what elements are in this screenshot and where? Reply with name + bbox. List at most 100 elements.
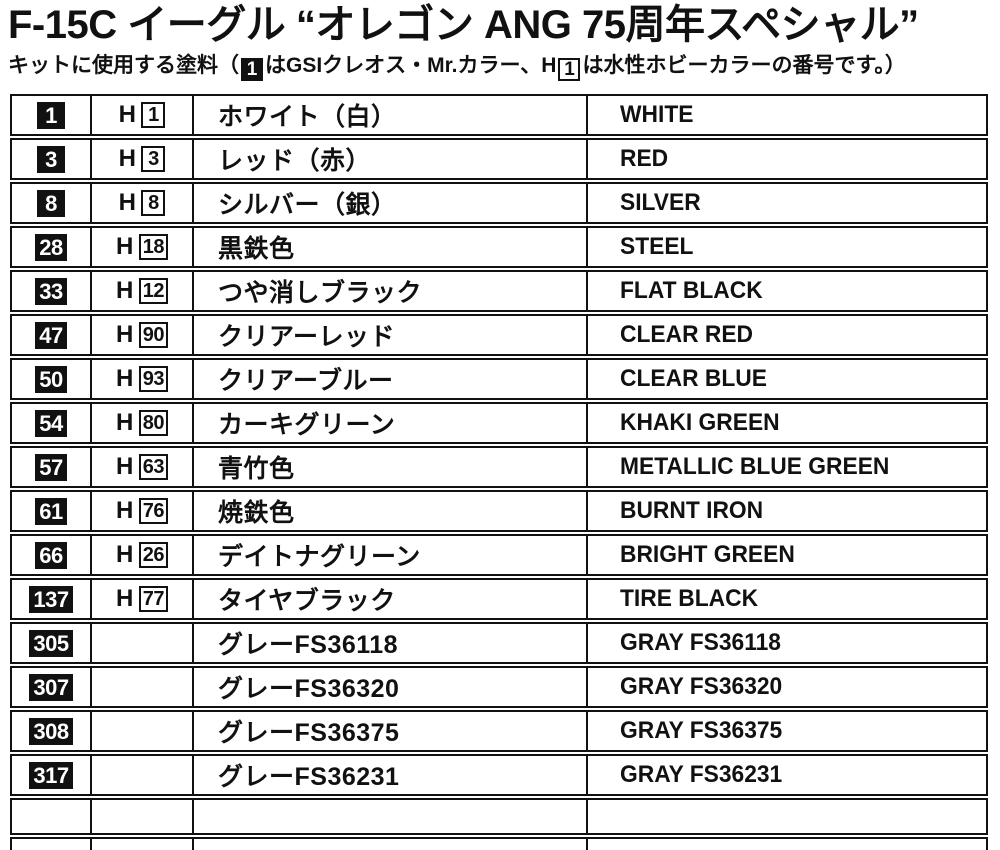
aqueous-number-cell: H 12 [90,270,192,312]
mr-color-number-badge: 3 [37,145,65,173]
mr-color-number-badge: 28 [35,233,67,261]
mr-color-number-cell: 50 [10,358,90,400]
paint-note-prefix: キットに使用する塗料（ [8,54,239,77]
color-name-english-cell: SILVER [586,182,988,224]
color-name-japanese-cell [192,798,586,835]
color-name-japanese-cell: カーキグリーン [192,402,586,444]
aqueous-number-badge: 77 [138,586,169,612]
aqueous-prefix-label: H [115,585,134,612]
color-name-english: BURNT IRON [620,497,764,524]
color-name-english: GRAY FS36320 [620,673,783,700]
aqueous-number-badge: 18 [138,234,169,260]
color-name-japanese: 焼鉄色 [218,499,295,527]
aqueous-number-cell: H 77 [90,578,192,620]
aqueous-number-badge: 93 [138,366,169,392]
color-name-japanese-cell: グレーFS36118 [192,622,586,664]
color-name-english-cell: RED [586,138,988,180]
mr-color-number-cell: 305 [10,622,90,664]
color-name-english-cell: BURNT IRON [586,490,988,532]
aqueous-number-badge: 63 [138,454,169,480]
color-name-english: WHITE [620,101,694,128]
paint-table-row: 54 H 80 カーキグリーン KHAKI GREEN [10,402,988,444]
color-name-english: KHAKI GREEN [620,409,780,436]
aqueous-prefix-label: H [115,541,134,568]
aqueous-prefix-label: H [118,101,136,128]
color-name-japanese: シルバー（銀） [218,191,397,219]
paint-table-row: 307 グレーFS36320 GRAY FS36320 [10,666,988,708]
color-name-english-cell: BRIGHT GREEN [586,534,988,576]
mr-color-number-sample-badge: 1 [241,58,263,81]
color-name-japanese: グレーFS36118 [218,631,399,659]
color-name-japanese-cell: ホワイト（白） [192,94,586,136]
paint-note-suffix: は水性ホビーカラーの番号です。） [582,54,906,77]
mr-color-number-cell: 61 [10,490,90,532]
color-name-japanese-cell: レッド（赤） [192,138,586,180]
aqueous-number-cell: H 26 [90,534,192,576]
aqueous-number-cell: H 1 [90,94,192,136]
color-name-japanese: つや消しブラック [218,279,423,307]
aqueous-number-cell: H 90 [90,314,192,356]
color-name-japanese: レッド（赤） [218,147,372,175]
paint-table-row: 317 グレーFS36231 GRAY FS36231 [10,754,988,796]
color-name-japanese-cell: クリアーブルー [192,358,586,400]
color-name-japanese-cell: クリアーレッド [192,314,586,356]
mr-color-number-badge: 57 [35,453,67,481]
color-name-japanese-cell [192,837,586,850]
color-name-japanese-cell: タイヤブラック [192,578,586,620]
color-name-japanese: 黒鉄色 [218,235,295,263]
color-name-english-cell: TIRE BLACK [586,578,988,620]
paint-table-row: 1 H 1 ホワイト（白） WHITE [10,94,988,136]
aqueous-prefix-label: H [115,277,134,304]
color-name-english: GRAY FS36118 [620,629,781,656]
color-name-english: SILVER [620,189,701,216]
paint-table-row: 8 H 8 シルバー（銀） SILVER [10,182,988,224]
mr-color-number-badge: 308 [29,717,73,745]
aqueous-number-group: H 76 [115,497,169,525]
aqueous-number-cell: H 63 [90,446,192,488]
paint-table-row: 137 H 77 タイヤブラック TIRE BLACK [10,578,988,620]
paint-table-row: 66 H 26 デイトナグリーン BRIGHT GREEN [10,534,988,576]
mr-color-number-badge: 317 [29,761,73,789]
aqueous-number-group: H 90 [116,321,169,349]
paint-table-row: 3 H 3 レッド（赤） RED [10,138,988,180]
color-name-japanese-cell: 青竹色 [192,446,586,488]
color-name-english-cell: KHAKI GREEN [586,402,988,444]
mr-color-number-badge: 307 [29,673,73,701]
aqueous-number-badge: 90 [138,322,169,348]
aqueous-prefix-label: H [115,497,134,524]
color-name-japanese-cell: 焼鉄色 [192,490,586,532]
aqueous-number-group: H 63 [116,453,169,481]
aqueous-number-group: H 18 [116,233,169,261]
mr-color-number-cell [10,837,90,850]
aqueous-number-cell [90,798,192,835]
color-name-english: BRIGHT GREEN [620,541,795,568]
color-name-english: METALLIC BLUE GREEN [620,453,890,480]
mr-color-number-cell: 66 [10,534,90,576]
paint-table-row: 47 H 90 クリアーレッド CLEAR RED [10,314,988,356]
aqueous-number-badge: 3 [141,146,166,172]
mr-color-number-cell: 137 [10,578,90,620]
color-name-japanese-cell: グレーFS36375 [192,710,586,752]
mr-color-number-cell: 57 [10,446,90,488]
aqueous-number-cell: H 93 [90,358,192,400]
aqueous-number-cell [90,837,192,850]
aqueous-number-cell [90,666,192,708]
aqueous-number-group: H 80 [116,409,169,437]
color-name-english-cell: GRAY FS36118 [586,622,988,664]
paint-table-row: 308 グレーFS36375 GRAY FS36375 [10,710,988,752]
aqueous-number-badge: 80 [138,410,169,436]
aqueous-number-group: H 12 [115,277,169,305]
color-name-japanese: ホワイト（白） [218,103,397,131]
aqueous-number-cell [90,622,192,664]
color-name-japanese: クリアーブルー [218,367,394,395]
color-name-english: RED [620,145,669,172]
color-name-english-cell: FLAT BLACK [586,270,988,312]
paint-table-row: 50 H 93 クリアーブルー CLEAR BLUE [10,358,988,400]
aqueous-number-group: H 26 [115,541,169,569]
mr-color-number-cell: 28 [10,226,90,268]
paint-note-mid: はGSIクレオス・Mr.カラー、H [265,54,557,77]
aqueous-prefix-label: H [118,145,136,172]
color-name-english-cell: CLEAR RED [586,314,988,356]
aqueous-number-cell [90,710,192,752]
